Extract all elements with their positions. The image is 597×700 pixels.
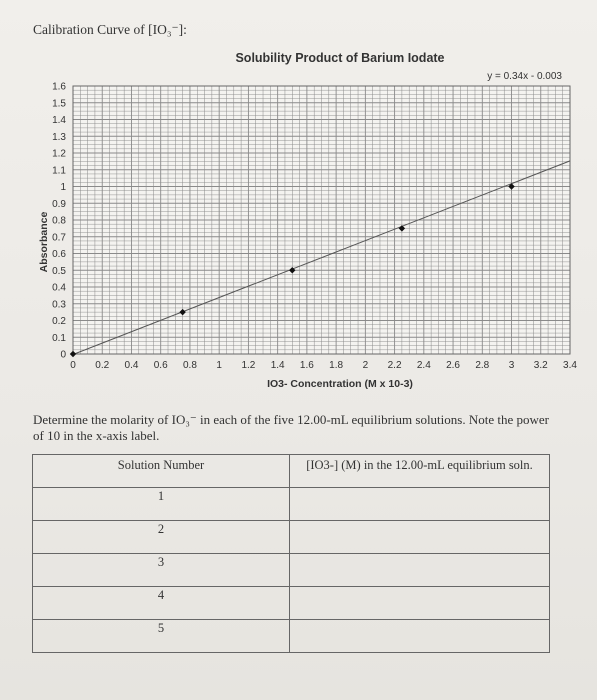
trendline-equation: y = 0.34x - 0.003 <box>487 71 562 82</box>
concentration-cell[interactable] <box>289 586 550 620</box>
x-tick-label: 1.4 <box>271 360 285 371</box>
x-tick-label: 2.6 <box>446 360 460 371</box>
y-tick-label: 0.5 <box>52 266 66 277</box>
x-axis-label: IO3- Concentration (M x 10-3) <box>267 378 413 390</box>
x-tick-label: 2.4 <box>417 360 431 371</box>
instructions-text: Determine the molarity of IO₃⁻ in each o… <box>33 412 549 443</box>
x-tick-label: 1.8 <box>329 360 343 371</box>
x-tick-label: 1.2 <box>241 360 255 371</box>
y-tick-label: 1.5 <box>52 98 66 109</box>
x-tick-label: 1 <box>216 360 222 371</box>
data-points <box>69 183 515 358</box>
y-axis-label: Absorbance <box>38 212 50 273</box>
solution-number-cell: 2 <box>32 520 290 554</box>
chart-grid <box>72 85 571 355</box>
table-row: 5 <box>32 619 550 653</box>
y-tick-label: 0.9 <box>52 199 66 210</box>
data-point-marker <box>289 267 296 274</box>
y-tick-label: 1.3 <box>52 132 66 143</box>
y-tick-label: 1.1 <box>52 165 66 176</box>
x-tick-label: 2.2 <box>388 360 402 371</box>
concentration-cell[interactable] <box>289 553 550 587</box>
chart-title: Solubility Product of Barium Iodate <box>235 51 444 65</box>
table-header-row: Solution Number [IO3-] (M) in the 12.00-… <box>32 454 550 488</box>
concentration-cell[interactable] <box>289 487 550 521</box>
calibration-chart: Solubility Product of Barium Iodate y = … <box>38 51 577 390</box>
data-point-marker <box>179 308 186 316</box>
table-row: 1 <box>32 487 550 521</box>
x-tick-label: 0 <box>70 360 76 371</box>
header-solution-number: Solution Number <box>32 454 290 488</box>
x-tick-label: 3.2 <box>534 360 548 371</box>
solution-number-cell: 4 <box>32 586 290 620</box>
y-tick-label: 0.8 <box>52 216 66 227</box>
y-axis-ticks: 0 0.1 0.2 0.3 0.4 0.5 0.6 0.7 0.8 0.9 1 1.1 1.2 1.3 1.… <box>52 82 66 361</box>
y-tick-label: 0.3 <box>52 299 66 310</box>
x-tick-label: 0.4 <box>125 360 139 371</box>
y-tick-label: 1.6 <box>52 82 66 93</box>
calibration-curve-label: Calibration Curve of [IO₃⁻]: <box>33 22 187 37</box>
y-tick-label: 0.7 <box>52 232 66 243</box>
table-row: 4 <box>32 586 550 620</box>
table-row: 2 <box>32 520 550 554</box>
y-tick-label: 0.1 <box>52 333 66 344</box>
plot-border <box>72 85 571 355</box>
trendline <box>72 160 571 355</box>
solution-number-cell: 3 <box>32 553 290 587</box>
y-tick-label: 1.4 <box>52 115 66 126</box>
x-tick-label: 3 <box>509 360 515 371</box>
y-tick-label: 0.6 <box>52 249 66 260</box>
header-concentration: [IO3-] (M) in the 12.00-mL equilibrium s… <box>289 454 550 488</box>
y-tick-label: 1 <box>60 182 66 193</box>
y-tick-label: 0.4 <box>52 283 66 294</box>
solution-table: Solution Number [IO3-] (M) in the 12.00-… <box>32 454 550 653</box>
x-tick-label: 0.8 <box>183 360 197 371</box>
x-axis-ticks: 0 0.2 0.4 0.6 0.8 1 1.2 1.4 1.6 1.8 2 2.2 2.4 2.6 2.8 3… <box>70 360 577 371</box>
data-point-marker <box>508 183 515 190</box>
y-tick-label: 0.2 <box>52 316 66 327</box>
table-row: 3 <box>32 553 550 587</box>
y-tick-label: 0 <box>60 350 66 361</box>
x-tick-label: 2.8 <box>475 360 489 371</box>
x-tick-label: 0.6 <box>154 360 168 371</box>
x-tick-label: 3.4 <box>563 360 577 371</box>
x-tick-label: 1.6 <box>300 360 314 371</box>
x-tick-label: 0.2 <box>95 360 109 371</box>
concentration-cell[interactable] <box>289 619 550 653</box>
y-tick-label: 1.2 <box>52 149 66 160</box>
concentration-cell[interactable] <box>289 520 550 554</box>
x-tick-label: 2 <box>363 360 369 371</box>
data-point-marker <box>398 225 406 232</box>
data-point-marker <box>69 350 77 358</box>
solution-number-cell: 5 <box>32 619 290 653</box>
solution-number-cell: 1 <box>32 487 290 521</box>
